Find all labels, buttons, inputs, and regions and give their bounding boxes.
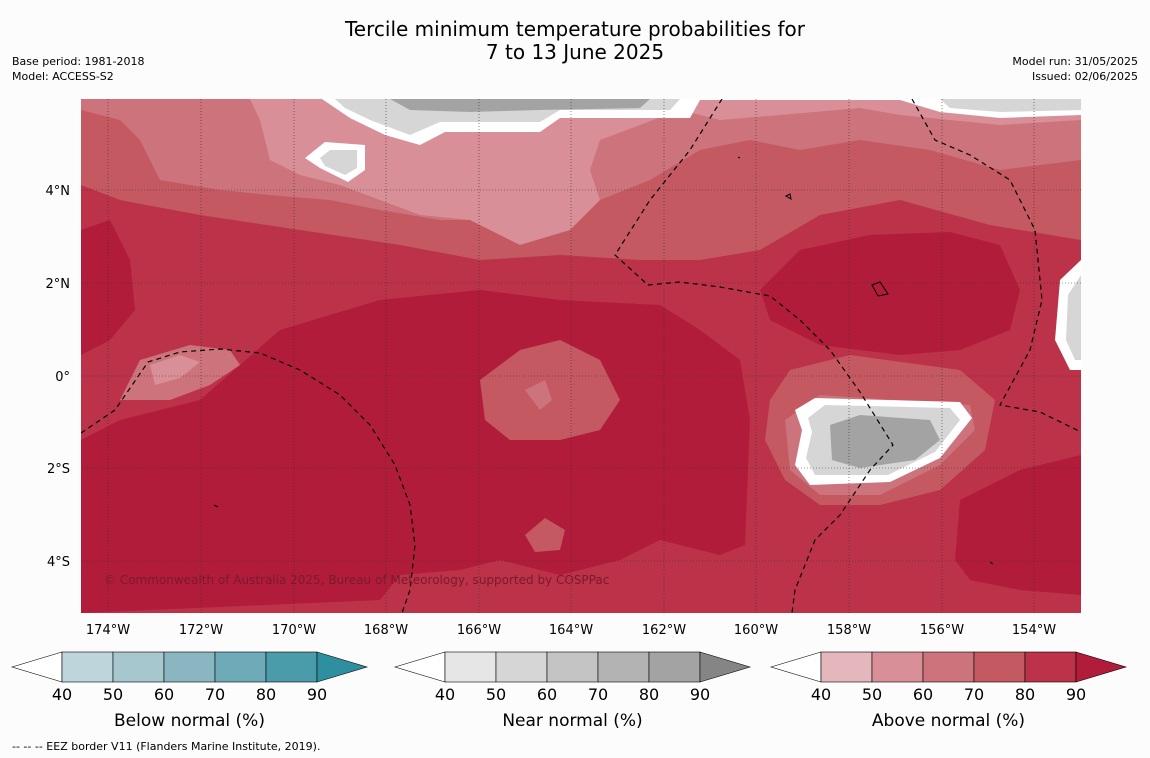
eez-border xyxy=(81,99,1081,613)
colorbar-segment xyxy=(495,651,548,683)
colorbar-near-normal: 40 50 60 70 80 90 Near normal (%) xyxy=(393,651,752,731)
colorbar-title: Above normal (%) xyxy=(872,711,1025,731)
colorbar-tick-label: 60 xyxy=(154,685,174,704)
lon-label: 170°W xyxy=(272,623,316,638)
colorbar-low-extension xyxy=(10,651,63,683)
title-line-1: Tercile minimum temperature probabilitie… xyxy=(344,17,806,41)
latitude-labels: 4°N 2°N 0° 2°S 4°S xyxy=(46,184,71,570)
colorbar-title: Below normal (%) xyxy=(114,711,265,731)
colorbar-tick-label: 90 xyxy=(690,685,710,704)
colorbar-segment xyxy=(973,651,1026,683)
colorbar-tick-label: 90 xyxy=(1066,685,1086,704)
colorbar-tick-label: 60 xyxy=(537,685,557,704)
colorbar-tick-label: 70 xyxy=(964,685,984,704)
colorbar-tick-label: 40 xyxy=(811,685,831,704)
colorbar-segment xyxy=(546,651,599,683)
lat-label: 0° xyxy=(55,370,70,385)
eez-footnote: -- -- -- EEZ border V11 (Flanders Marine… xyxy=(12,740,321,753)
colorbar-tick-label: 70 xyxy=(588,685,608,704)
colorbar-segment xyxy=(163,651,216,683)
near-80-band xyxy=(830,415,940,468)
colorbar-title: Near normal (%) xyxy=(502,711,642,731)
colorbar-tick-label: 70 xyxy=(205,685,225,704)
lon-label: 156°W xyxy=(920,623,964,638)
colorbar-segment xyxy=(922,651,975,683)
near-50-left xyxy=(320,150,357,175)
above-60-central-small xyxy=(525,380,552,410)
colorbar-low-extension xyxy=(769,651,822,683)
above-90-west xyxy=(81,220,135,355)
colorbar-segment xyxy=(214,651,267,683)
islands xyxy=(213,156,994,565)
near-50-right xyxy=(1066,275,1081,360)
colorbar-high-extension xyxy=(316,651,369,683)
colorbar-segment xyxy=(444,651,497,683)
colorbar-tick-label: 40 xyxy=(52,685,72,704)
colorbar-tick-label: 50 xyxy=(103,685,123,704)
lon-label: 174°W xyxy=(86,623,130,638)
metadata-left: Base period: 1981-2018 Model: ACCESS-S2 xyxy=(12,54,144,84)
lat-label: 2°S xyxy=(47,462,70,477)
colorbar-tick-label: 90 xyxy=(307,685,327,704)
colorbar-tick-label: 60 xyxy=(913,685,933,704)
lon-label: 164°W xyxy=(549,623,593,638)
colorbar-high-extension xyxy=(1075,651,1128,683)
colorbar-segment xyxy=(820,651,873,683)
colorbar-high-extension xyxy=(699,651,752,683)
page-title: Tercile minimum temperature probabilitie… xyxy=(0,18,1150,64)
colorbar-segment xyxy=(597,651,650,683)
colorbar-segment xyxy=(648,651,701,683)
lon-label: 172°W xyxy=(179,623,223,638)
lon-label: 158°W xyxy=(827,623,871,638)
lon-label: 154°W xyxy=(1012,623,1056,638)
lon-label: 160°W xyxy=(734,623,778,638)
colorbar-above-normal: 40 50 60 70 80 90 Above normal (%) xyxy=(769,651,1128,731)
near-80-top xyxy=(390,99,650,112)
title-line-2: 7 to 13 June 2025 xyxy=(485,40,665,64)
colorbar-tick-label: 80 xyxy=(1015,685,1035,704)
near-50-top-right xyxy=(940,99,1081,112)
lon-label: 166°W xyxy=(457,623,501,638)
base-period: Base period: 1981-2018 xyxy=(12,55,145,68)
copyright-text: © Commonwealth of Australia 2025, Bureau… xyxy=(104,573,609,587)
above-70-central xyxy=(480,340,620,440)
colorbar-tick-label: 40 xyxy=(435,685,455,704)
map-plot-area: © Commonwealth of Australia 2025, Bureau… xyxy=(81,99,1081,613)
colorbar-low-extension xyxy=(393,651,446,683)
colorbar-tick-label: 80 xyxy=(256,685,276,704)
issued-date: Issued: 02/06/2025 xyxy=(1031,70,1138,83)
colorbar-tick-label: 50 xyxy=(862,685,882,704)
longitude-labels: 174°W 172°W 170°W 168°W 166°W 164°W 162°… xyxy=(86,623,1056,638)
colorbar-tick-label: 50 xyxy=(486,685,506,704)
lat-label: 2°N xyxy=(46,277,71,292)
above-70-south-small xyxy=(525,518,565,552)
colorbar-segment xyxy=(871,651,924,683)
colorbar-below-normal: 40 50 60 70 80 90 Below normal (%) xyxy=(10,651,369,731)
colorbar-tick-label: 80 xyxy=(639,685,659,704)
model-name: Model: ACCESS-S2 xyxy=(12,70,114,83)
metadata-right: Model run: 31/05/2025 Issued: 02/06/2025 xyxy=(1012,54,1138,84)
lat-label: 4°S xyxy=(47,555,70,570)
lon-label: 162°W xyxy=(642,623,686,638)
above-90-northeast xyxy=(760,232,1020,355)
above-50-band xyxy=(250,99,1081,245)
colorbar-segment xyxy=(61,651,114,683)
above-50-west-equator xyxy=(150,355,200,385)
model-run: Model run: 31/05/2025 xyxy=(1012,55,1138,68)
above-90-southeast xyxy=(955,455,1081,595)
colorbar-segment xyxy=(112,651,165,683)
colorbar-segment xyxy=(265,651,318,683)
colorbar-segment xyxy=(1024,651,1077,683)
lat-label: 4°N xyxy=(46,184,71,199)
lon-label: 168°W xyxy=(364,623,408,638)
